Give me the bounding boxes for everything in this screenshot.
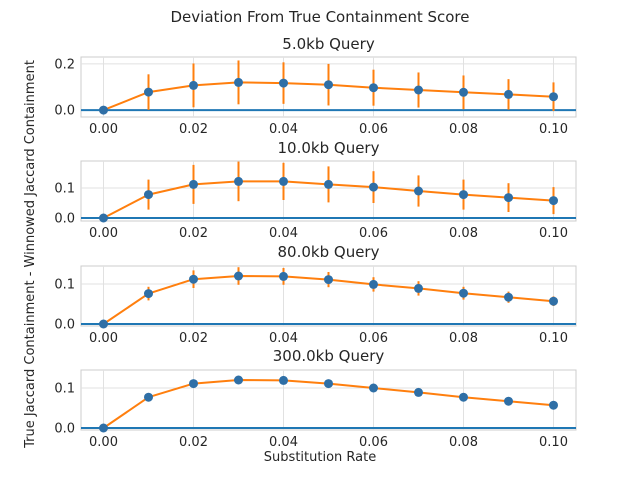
- data-point: [369, 83, 378, 93]
- x-tick-label: 0.04: [269, 435, 298, 450]
- x-tick-label: 0.10: [539, 435, 568, 450]
- x-tick-label: 0.02: [179, 331, 208, 346]
- y-tick-label: 0.1: [54, 278, 75, 293]
- x-tick-label: 0.04: [269, 122, 298, 137]
- data-point: [279, 375, 288, 385]
- y-axis-label: True Jaccard Containment - Winnowed Jacc…: [23, 60, 38, 449]
- data-point: [459, 288, 468, 298]
- y-tick-label: 0.0: [54, 318, 75, 333]
- x-tick-label: 0.06: [359, 331, 388, 346]
- subplot-title: 10.0kb Query: [278, 139, 380, 157]
- data-point: [234, 77, 243, 87]
- subplot-grid: 5.0kb Query 0.00 0.02 0.04 0.06 0.08 0.10 0.0 0.…: [54, 35, 577, 450]
- subplot-1: 5.0kb Query 0.00 0.02 0.04 0.06 0.08 0.10 0.0 0.…: [54, 35, 577, 137]
- x-tick-label: 0.04: [269, 226, 298, 241]
- subplot-title: 300.0kb Query: [273, 347, 385, 365]
- data-point: [549, 400, 558, 410]
- data-point: [369, 279, 378, 289]
- x-tick-label: 0.10: [539, 226, 568, 241]
- data-point: [279, 271, 288, 281]
- data-point: [414, 283, 423, 293]
- x-tick-label: 0.04: [269, 331, 298, 346]
- data-point: [189, 379, 198, 389]
- data-point: [549, 196, 558, 206]
- data-point: [549, 296, 558, 306]
- data-point: [234, 176, 243, 186]
- subplot-2: 10.0kb Query 0.00 0.02 0.04 0.06 0.08 0.10 0.0 0…: [54, 139, 577, 241]
- data-point: [414, 186, 423, 196]
- x-tick-label: 0.02: [179, 122, 208, 137]
- x-tick-label: 0.06: [359, 226, 388, 241]
- x-tick-label: 0.02: [179, 435, 208, 450]
- data-point: [459, 392, 468, 402]
- data-point: [144, 87, 153, 97]
- data-point: [414, 85, 423, 95]
- data-point: [189, 179, 198, 189]
- data-point: [99, 213, 108, 223]
- data-point: [324, 80, 333, 90]
- subplot-title: 80.0kb Query: [278, 243, 380, 261]
- data-point: [549, 92, 558, 102]
- y-tick-label: 0.0: [54, 422, 75, 437]
- data-point: [144, 392, 153, 402]
- data-point: [99, 105, 108, 115]
- data-point: [324, 275, 333, 285]
- data-point: [414, 387, 423, 397]
- x-tick-label: 0.10: [539, 331, 568, 346]
- data-point: [99, 319, 108, 329]
- x-tick-label: 0.06: [359, 435, 388, 450]
- x-axis-label: Substitution Rate: [264, 450, 376, 465]
- data-point: [189, 274, 198, 284]
- data-point: [369, 383, 378, 393]
- data-point: [504, 193, 513, 203]
- data-point: [459, 87, 468, 97]
- data-point: [324, 379, 333, 389]
- data-point: [504, 292, 513, 302]
- data-point: [234, 271, 243, 281]
- data-point: [189, 80, 198, 90]
- x-tick-label: 0.06: [359, 122, 388, 137]
- data-point: [279, 176, 288, 186]
- data-point: [369, 182, 378, 192]
- x-tick-label: 0.00: [89, 226, 118, 241]
- data-point: [144, 190, 153, 200]
- data-point: [99, 423, 108, 433]
- y-tick-label: 0.1: [54, 182, 75, 197]
- data-point: [144, 289, 153, 299]
- y-tick-label: 0.1: [54, 382, 75, 397]
- y-tick-label: 0.0: [54, 212, 75, 227]
- x-tick-label: 0.00: [89, 122, 118, 137]
- data-point: [504, 396, 513, 406]
- x-tick-label: 0.00: [89, 435, 118, 450]
- subplot-3: 80.0kb Query 0.00 0.02 0.04 0.06 0.08 0.10 0.0 0…: [54, 243, 577, 346]
- y-tick-label: 0.0: [54, 104, 75, 119]
- data-point: [279, 78, 288, 88]
- data-point: [324, 179, 333, 189]
- data-point: [234, 375, 243, 385]
- y-tick-label: 0.2: [54, 57, 75, 72]
- x-tick-label: 0.08: [449, 226, 478, 241]
- subplot-title: 5.0kb Query: [282, 35, 375, 53]
- data-point: [504, 89, 513, 99]
- x-tick-label: 0.08: [449, 331, 478, 346]
- x-tick-label: 0.08: [449, 122, 478, 137]
- data-point: [459, 190, 468, 200]
- subplot-4: 300.0kb Query 0.00 0.02 0.04 0.06 0.08 0.10 0.0…: [54, 347, 577, 450]
- x-tick-label: 0.00: [89, 331, 118, 346]
- x-tick-label: 0.08: [449, 435, 478, 450]
- x-tick-label: 0.02: [179, 226, 208, 241]
- figure-suptitle: Deviation From True Containment Score: [171, 8, 470, 26]
- x-tick-label: 0.10: [539, 122, 568, 137]
